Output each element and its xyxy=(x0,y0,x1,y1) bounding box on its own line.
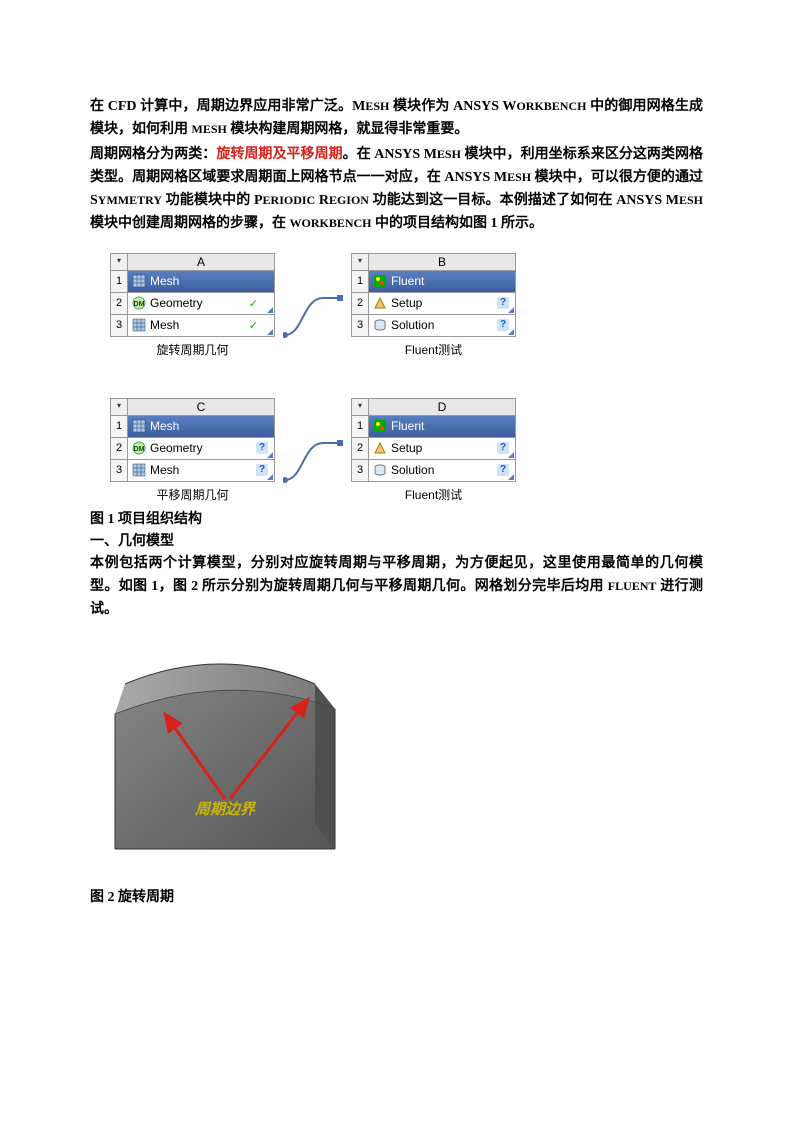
system-block-c: ▾ C 1 Mesh 2 DM Geometry ? xyxy=(110,398,275,503)
column-label: A xyxy=(128,253,275,271)
solution-icon xyxy=(373,463,387,477)
setup-cell[interactable]: Setup ? xyxy=(369,293,516,315)
connector-line xyxy=(283,418,343,498)
svg-text:DM: DM xyxy=(134,301,145,308)
status-tick-icon: ✓ xyxy=(249,297,258,310)
geometry-icon: DM xyxy=(132,296,146,310)
paragraph-3: 本例包括两个计算模型，分别对应旋转周期与平移周期，为方便起见，这里使用最简单的几… xyxy=(90,552,703,621)
system-caption: Fluent测试 xyxy=(351,341,516,358)
system-caption: 旋转周期几何 xyxy=(110,341,275,358)
workbench-schematic-1: ▾ A 1 Mesh 2 DM Geometry ✓ xyxy=(90,238,703,508)
fluent-icon xyxy=(373,274,387,288)
document-page: 在 CFD 计算中，周期边界应用非常广泛。MESH 模块作为 ANSYS WOR… xyxy=(0,0,793,968)
solution-cell[interactable]: Solution ? xyxy=(369,460,516,482)
system-title-cell[interactable]: Mesh xyxy=(128,416,275,438)
geometry-cell[interactable]: DM Geometry ✓ xyxy=(128,293,275,315)
geometry-icon: DM xyxy=(132,441,146,455)
setup-icon xyxy=(373,441,387,455)
mesh-icon xyxy=(132,419,146,433)
paragraph-2: 周期网格分为两类：旋转周期及平移周期。在 ANSYS MESH 模块中，利用坐标… xyxy=(90,143,703,235)
dropdown-icon[interactable]: ▾ xyxy=(351,398,369,416)
mesh-cell[interactable]: Mesh ? xyxy=(128,460,275,482)
dropdown-icon[interactable]: ▾ xyxy=(110,398,128,416)
setup-cell[interactable]: Setup ? xyxy=(369,438,516,460)
row-num: 1 xyxy=(110,271,128,293)
geometry-figure: 周期边界 xyxy=(90,639,360,874)
solution-icon xyxy=(373,318,387,332)
fluent-icon xyxy=(373,419,387,433)
dropdown-icon[interactable]: ▾ xyxy=(110,253,128,271)
mesh-cell[interactable]: Mesh ✓ xyxy=(128,315,275,337)
status-tick-icon: ✓ xyxy=(249,319,258,332)
mesh-component-icon xyxy=(132,463,146,477)
mesh-icon xyxy=(132,274,146,288)
system-title-cell[interactable]: Fluent xyxy=(369,271,516,293)
dropdown-icon[interactable]: ▾ xyxy=(351,253,369,271)
setup-icon xyxy=(373,296,387,310)
paragraph-1: 在 CFD 计算中，周期边界应用非常广泛。MESH 模块作为 ANSYS WOR… xyxy=(90,95,703,141)
system-block-d: ▾ D 1 Fluent 2 Setup ? xyxy=(351,398,516,503)
section-heading-1: 一、几何模型 xyxy=(90,530,703,550)
system-title-cell[interactable]: Fluent xyxy=(369,416,516,438)
svg-text:DM: DM xyxy=(134,446,145,453)
system-title-cell[interactable]: Mesh xyxy=(128,271,275,293)
system-block-a: ▾ A 1 Mesh 2 DM Geometry ✓ xyxy=(110,253,275,358)
figure-2-caption: 图 2 旋转周期 xyxy=(90,886,703,906)
column-label: B xyxy=(369,253,516,271)
mesh-component-icon xyxy=(132,318,146,332)
boundary-label: 周期边界 xyxy=(194,801,257,818)
solution-cell[interactable]: Solution ? xyxy=(369,315,516,337)
geometry-cell[interactable]: DM Geometry ? xyxy=(128,438,275,460)
system-block-b: ▾ B 1 Fluent 2 Setup ? xyxy=(351,253,516,358)
connector-line xyxy=(283,273,343,353)
figure-1-caption: 图 1 项目组织结构 xyxy=(90,508,703,528)
